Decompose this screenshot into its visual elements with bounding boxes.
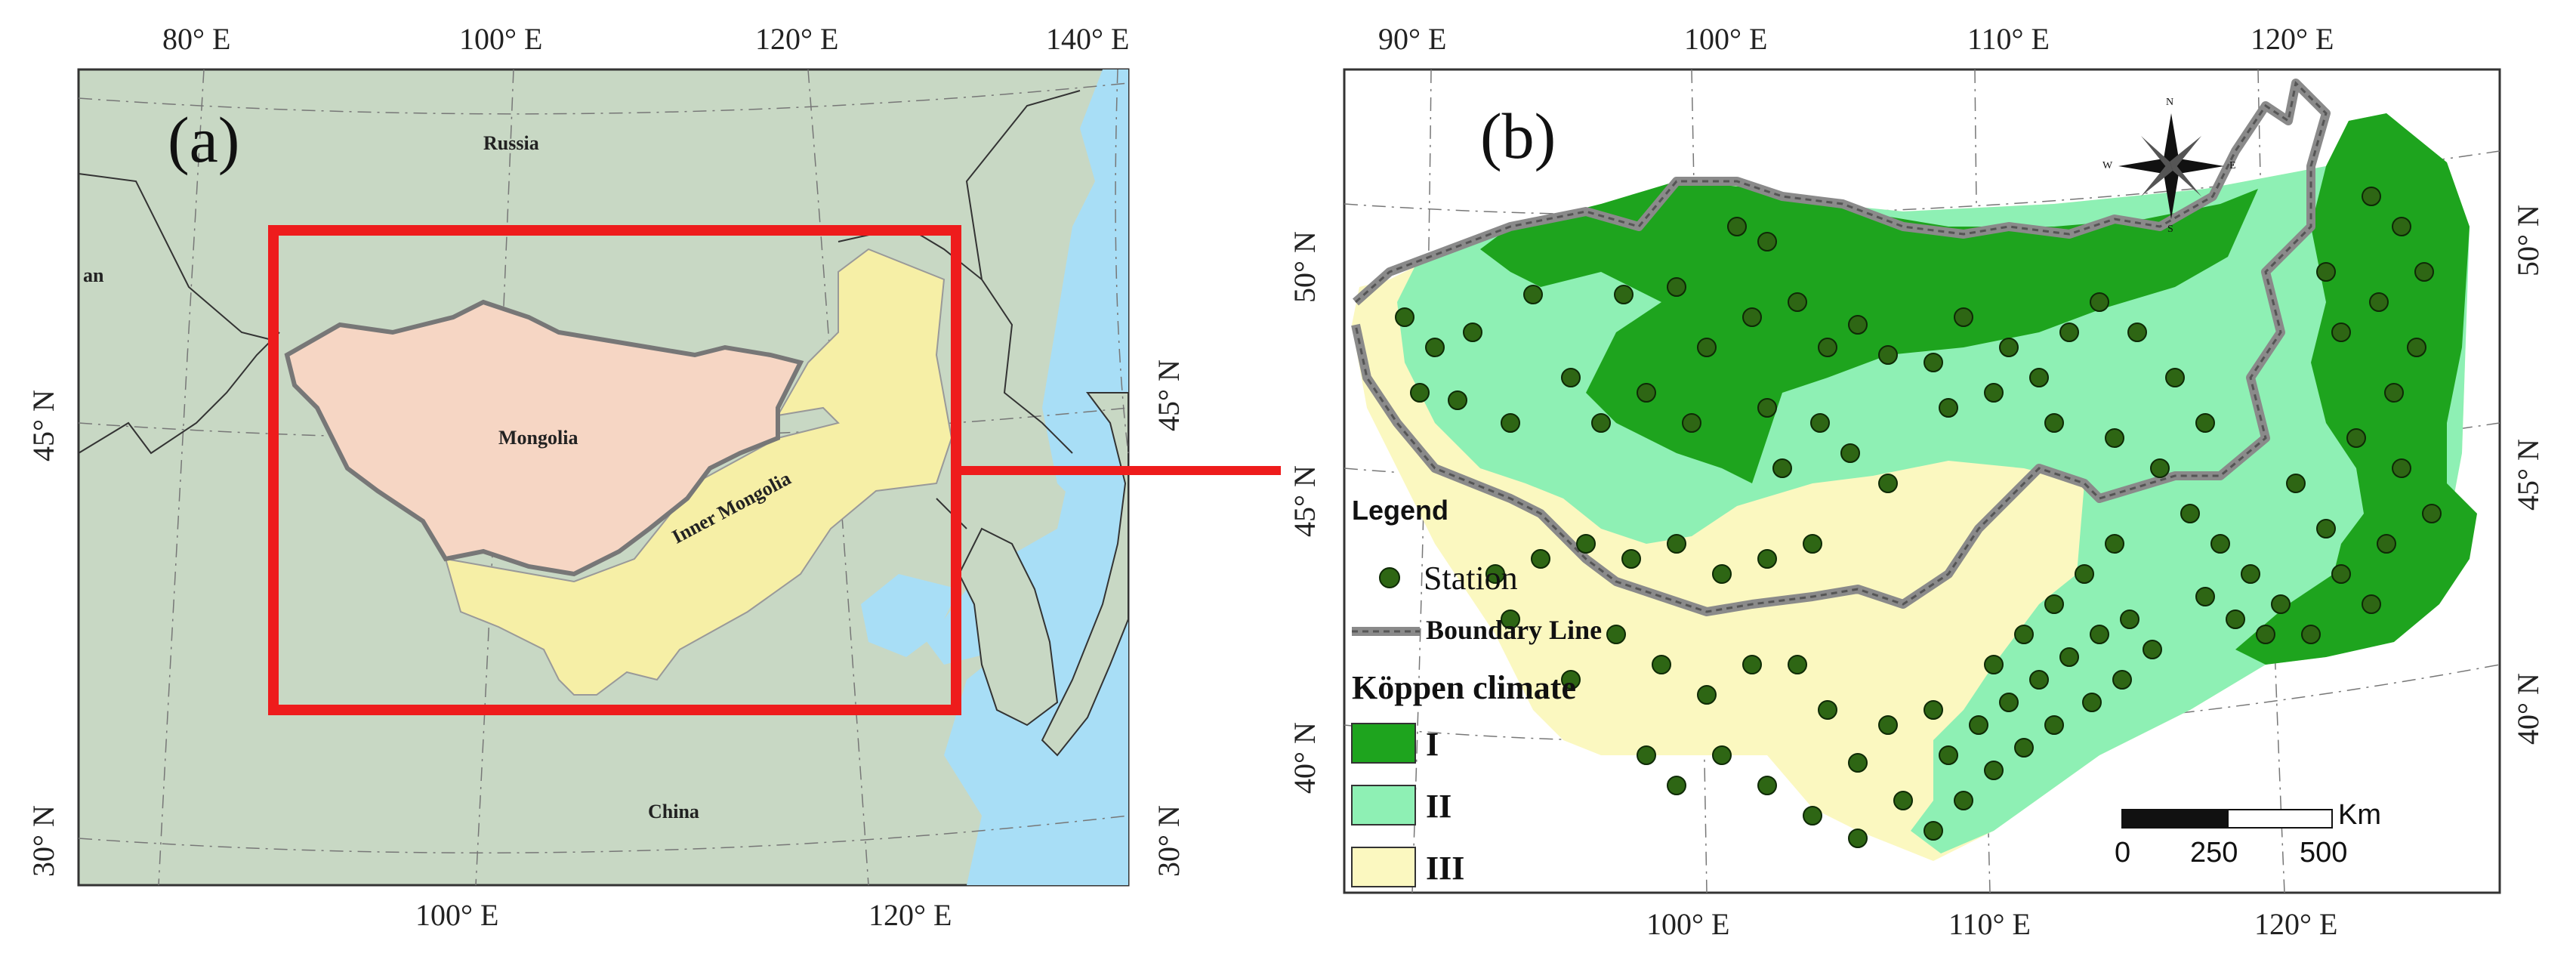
tick-top-110e: 110° E [1967,22,2050,56]
panel-a-label: (a) [168,103,240,176]
climate-class-I-east [2235,113,2477,665]
tick-top-100e-b: 100° E [1684,22,1768,56]
scale-unit: Km [2338,799,2381,831]
label-china: China [648,801,699,822]
scale-tick-250: 250 [2190,837,2238,869]
legend-graphics [1351,567,1420,887]
scale-bar [2121,809,2333,829]
tick-top-120e-b: 120° E [2251,22,2334,56]
tick-left-30n: 30° N [26,805,60,877]
legend-class-1: I [1426,726,1439,763]
tick-top-100e: 100° E [459,22,543,56]
tick-bottom-120e-b: 120° E [2254,907,2338,941]
tick-left-40n: 40° N [1287,722,1322,794]
tick-bottom-120e: 120° E [868,898,952,932]
tick-bottom-100e: 100° E [415,898,499,932]
connector-line [953,466,1281,475]
tick-left-50n: 50° N [1287,231,1322,303]
tick-right-45n-b: 45° N [2510,439,2545,511]
legend-title: Legend [1352,495,1449,526]
scale-tick-500: 500 [2300,837,2348,869]
climate-class-I-north [1480,181,2258,483]
tick-right-40n: 40° N [2510,673,2545,745]
mongolia-region [284,299,804,577]
tick-top-90e: 90° E [1378,22,1447,56]
station-points [1395,187,2442,848]
panel-a-map [77,68,1130,887]
compass-s: S [2167,224,2173,235]
tick-top-80e: 80° E [162,22,231,56]
tick-left-45n-b: 45° N [1287,465,1322,537]
tick-left-45n: 45° N [26,390,60,461]
compass-w: W [2102,160,2113,171]
tick-bottom-110e: 110° E [1948,907,2031,941]
tick-right-30n: 30° N [1151,805,1186,877]
tick-right-45n: 45° N [1151,360,1186,431]
inner-mongolia-region [444,248,953,696]
tick-top-120e: 120° E [755,22,839,56]
sea-area [861,574,959,657]
label-partial-country: an [83,264,104,286]
tick-bottom-100e-b: 100° E [1646,907,1730,941]
label-mongolia: Mongolia [498,427,578,449]
compass-e: E [2229,160,2236,171]
scale-tick-0: 0 [2115,837,2131,869]
panel-a: (a) 80° E 100° E 120° E 140° E 100° E 12… [0,0,1186,969]
korea [958,527,1059,727]
tick-top-140e: 140° E [1046,22,1130,56]
panel-b-map [1343,68,2501,894]
legend-boundary: Boundary Line [1426,615,1603,645]
legend-station: Station [1424,560,1518,597]
compass-n: N [2166,97,2174,108]
panel-b-label: (b) [1480,100,1556,172]
tick-right-50n: 50° N [2510,205,2545,276]
japan [1041,392,1129,757]
label-russia: Russia [483,132,539,154]
panel-b: (b) 90° E 100° E 110° E 120° E 100° E 11… [1284,0,2576,969]
compass-rose [2118,113,2224,219]
legend-class-2: II [1426,788,1452,825]
legend-climate-title: Köppen climate [1352,669,1576,706]
legend-class-3: III [1426,850,1465,887]
